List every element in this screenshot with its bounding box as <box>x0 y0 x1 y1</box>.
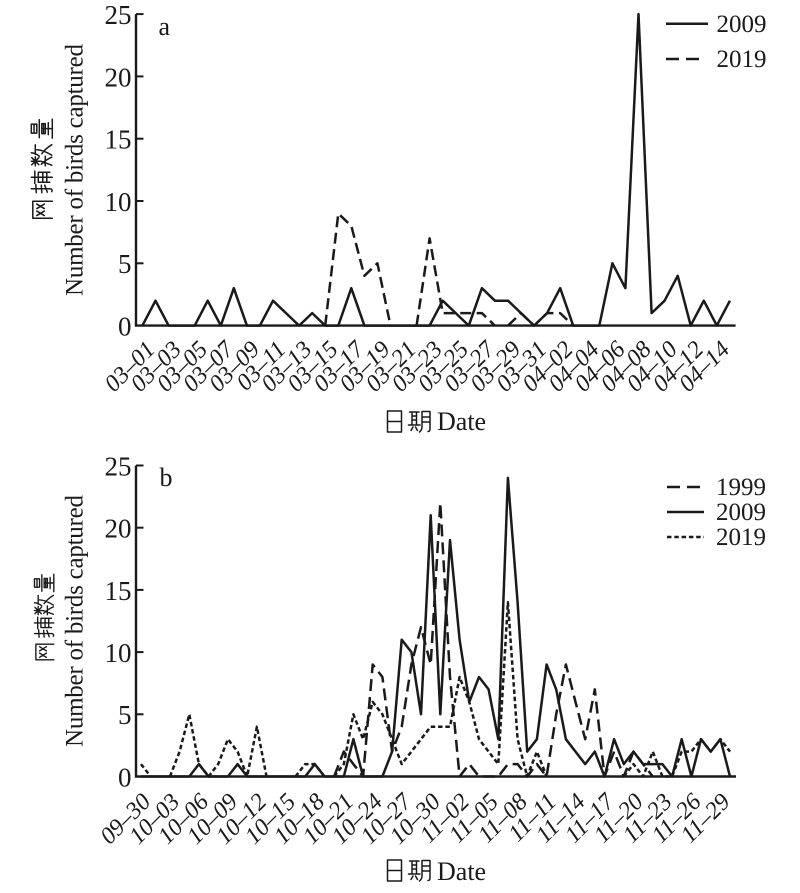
svg-text:25: 25 <box>105 451 132 481</box>
svg-text:a: a <box>159 12 171 41</box>
svg-text:5: 5 <box>118 249 132 279</box>
svg-text:20: 20 <box>105 62 132 92</box>
svg-text:2019: 2019 <box>716 524 766 551</box>
svg-text:2009: 2009 <box>716 499 766 526</box>
svg-text:2009: 2009 <box>717 11 767 38</box>
svg-text:15: 15 <box>105 576 132 606</box>
svg-text:25: 25 <box>105 0 132 30</box>
svg-text:0: 0 <box>118 762 132 792</box>
svg-text:10: 10 <box>105 187 132 217</box>
svg-text:b: b <box>160 463 173 492</box>
svg-text:Number of birds captured: Number of birds captured <box>62 44 89 297</box>
svg-text:15: 15 <box>105 125 132 155</box>
svg-text:5: 5 <box>118 700 132 730</box>
svg-text:0: 0 <box>118 312 132 342</box>
svg-text:20: 20 <box>105 514 132 544</box>
svg-text:Date: Date <box>437 407 486 436</box>
svg-text:10: 10 <box>105 638 132 668</box>
svg-text:Date: Date <box>437 857 486 886</box>
svg-text:2019: 2019 <box>717 46 767 73</box>
svg-text:Number of birds captured: Number of birds captured <box>62 495 89 748</box>
svg-text:1999: 1999 <box>716 474 766 501</box>
